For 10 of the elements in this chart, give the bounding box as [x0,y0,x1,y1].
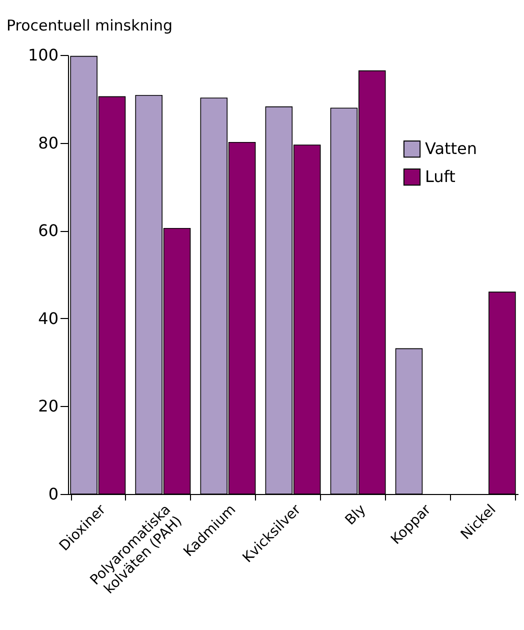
y-tick-label: 20 [38,396,58,416]
y-axis-title: Procentuell minskning [6,16,172,34]
legend-label: Luft [425,167,456,186]
y-tick-label: 0 [48,484,58,504]
legend-label: Vatten [425,139,478,158]
y-tick-label: 40 [38,308,58,328]
y-tick-label: 60 [38,221,58,240]
x-tick-label: Bly [342,502,370,529]
y-tick-label: 80 [38,133,58,152]
y-tick-label: 100 [28,46,58,64]
